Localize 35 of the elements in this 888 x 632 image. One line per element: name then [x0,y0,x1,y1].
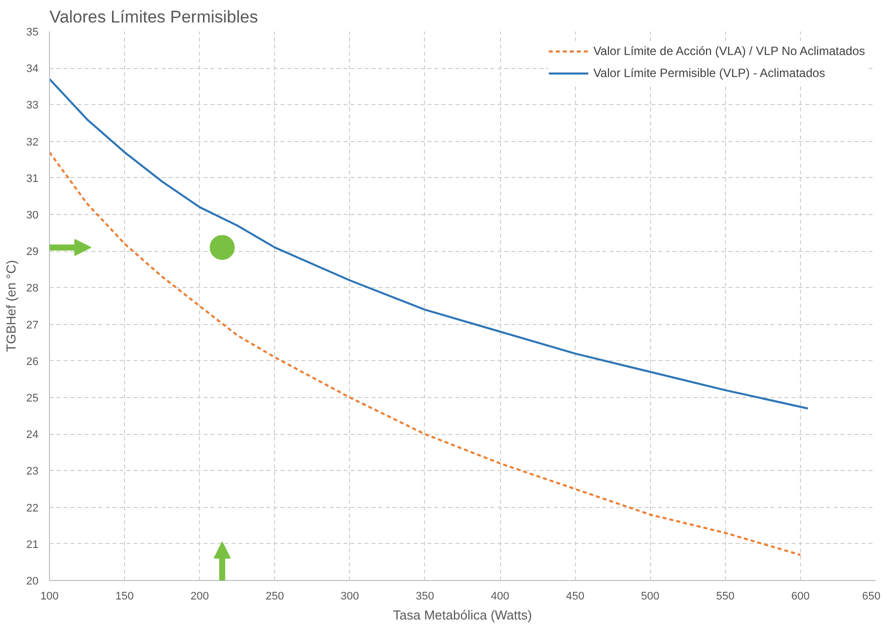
y-tick-label: 21 [26,538,39,551]
y-tick-label: 20 [26,576,39,588]
x-tick-label: 100 [40,590,59,602]
chart-title: Valores Límites Permisibles [50,8,258,26]
x-tick-label: 650 [862,590,881,602]
y-tick-label: 31 [26,172,39,185]
legend-label: Valor Límite Permisible (VLP) - Aclimatados [593,66,826,80]
line-series [50,151,802,556]
y-tick-label: 35 [26,26,39,38]
x-tick-label: 400 [490,590,510,602]
x-axis-title: Tasa Metabólica (Watts) [393,608,532,622]
x-tick-label: 200 [190,590,209,602]
x-tick-label: 500 [641,590,660,602]
y-tick-label: 23 [26,466,39,478]
x-tick-label: 300 [340,590,360,602]
x-tick-label: 450 [566,590,584,602]
y-tick-label: 28 [26,282,39,295]
y-tick-label: 22 [26,502,39,514]
legend-label: Valor Límite de Acción (VLA) / VLP No Aclimatados [593,44,865,58]
y-tick-label: 34 [26,63,39,76]
y-axis-title: TGBHef (en °C) [3,260,18,352]
y-tick-label: 33 [26,100,39,112]
y-tick-label: 29 [26,246,39,258]
x-tick-label: 250 [266,590,284,602]
y-tick-label: 32 [26,136,39,148]
x-tick-label: 550 [716,590,734,602]
y-tick-label: 30 [26,210,39,222]
x-tick-label: 150 [115,590,134,602]
y-tick-label: 24 [26,429,39,442]
y-tick-label: 27 [26,319,39,332]
line-series [50,78,809,410]
x-tick-label: 350 [416,590,434,602]
y-tick-label: 25 [26,392,39,404]
x-tick-label: 600 [791,590,810,602]
y-tick-label: 26 [26,356,39,368]
